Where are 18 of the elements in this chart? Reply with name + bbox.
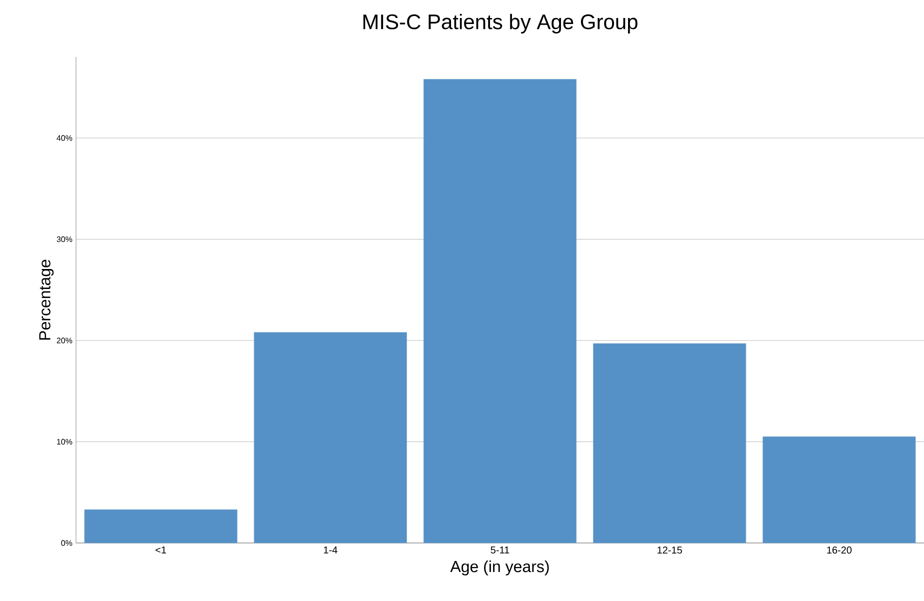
x-tick-label: <1 — [156, 546, 166, 554]
bar — [84, 509, 238, 544]
y-tick-label: 30% — [56, 236, 72, 242]
bar — [762, 436, 916, 544]
x-tick-label: 5-11 — [490, 546, 510, 554]
y-tick-label: 10% — [57, 438, 72, 445]
x-tick-label: 12-15 — [658, 546, 682, 554]
bar — [254, 332, 407, 544]
bar — [593, 343, 746, 544]
x-tick-label: 1-4 — [324, 546, 338, 554]
bar — [423, 79, 577, 544]
y-tick-label: 0% — [61, 540, 72, 546]
y-tick-label: 20% — [56, 338, 72, 344]
chart-title: MIS-C Patients by Age Group — [363, 14, 638, 34]
y-tick-label: 40% — [56, 135, 72, 141]
y-axis-title: Percentage — [39, 260, 54, 340]
x-tick-label: 16-20 — [827, 546, 852, 554]
x-axis-title: Age (in years) — [450, 560, 549, 576]
